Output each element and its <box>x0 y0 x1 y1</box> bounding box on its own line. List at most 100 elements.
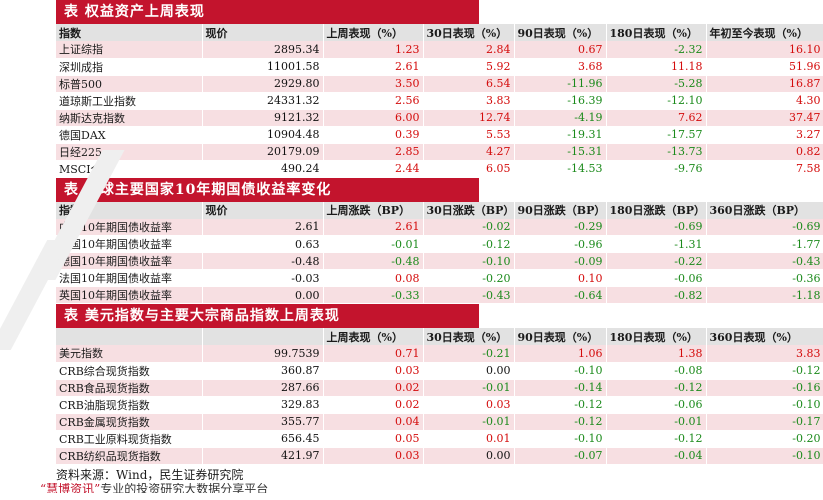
row-label: CRB纺织品现货指数 <box>56 447 203 465</box>
current-value: 329.83 <box>202 396 324 414</box>
footer-brand: “慧博资讯” <box>40 482 101 493</box>
row-label: 德国10年期国债收益率 <box>56 252 203 270</box>
current-value: 355.77 <box>202 413 324 431</box>
change-cell: -0.14 <box>514 379 607 397</box>
table-header-row: 指数 现价 上周涨跌（BP） 30日涨跌（BP） 90日涨跌（BP） 180日涨跌（BP）… <box>56 201 823 219</box>
change-cell: 16.87 <box>706 75 823 93</box>
current-value: 2895.34 <box>202 41 324 59</box>
equity-table: 指数 现价 上周表现（%） 30日表现（%） 90日表现（%） 180日表现（%） 年初至今… <box>56 24 823 178</box>
column-header <box>202 328 324 345</box>
column-header: 现价 <box>202 201 324 219</box>
column-header: 90日表现（%） <box>514 328 607 345</box>
table-row: MSCI全球 490.24 2.44 6.05 -14.53 -9.76 7.58 <box>56 160 823 178</box>
change-cell: -0.12 <box>606 379 707 397</box>
change-cell: -0.36 <box>706 269 823 287</box>
change-cell: 3.83 <box>423 92 515 110</box>
current-value: 360.87 <box>202 362 324 380</box>
column-header: 上周表现（%） <box>323 328 424 345</box>
table-row: 美国10年期国债收益率 0.63 -0.01 -0.12 -0.96 -1.31 -1.77 <box>56 235 823 253</box>
column-header: 上周涨跌（BP） <box>323 201 424 219</box>
change-cell: -0.96 <box>514 235 607 253</box>
change-cell: -1.77 <box>706 235 823 253</box>
table-row: 标普500 2929.80 3.50 6.54 -11.96 -5.28 16.87 <box>56 75 823 93</box>
row-label: 美国10年期国债收益率 <box>56 235 203 253</box>
data-source-note: 资料来源：Wind，民生证券研究院 <box>56 467 244 482</box>
change-cell: 0.01 <box>423 430 515 448</box>
change-cell: 51.96 <box>706 58 823 76</box>
change-cell: -9.76 <box>606 160 707 178</box>
row-label: CRB工业原料现货指数 <box>56 430 203 448</box>
table-row: CRB金属现货指数 355.77 0.04 -0.01 -0.12 -0.01 -0.17 <box>56 413 823 431</box>
current-value: 10904.48 <box>202 126 324 144</box>
column-header: 30日表现（%） <box>423 328 515 345</box>
change-cell: 6.05 <box>423 160 515 178</box>
column-header: 上周表现（%） <box>323 24 424 41</box>
change-cell: 6.54 <box>423 75 515 93</box>
column-header: 30日涨跌（BP） <box>423 201 515 219</box>
current-value: 421.97 <box>202 447 324 465</box>
change-cell: 0.03 <box>323 447 424 465</box>
change-cell: -0.16 <box>706 379 823 397</box>
table-row: CRB油脂现货指数 329.83 0.02 0.03 -0.12 -0.06 -0.10 <box>56 396 823 414</box>
change-cell: -0.02 <box>423 218 515 236</box>
table-row: 德国10年期国债收益率 -0.48 -0.48 -0.10 -0.09 -0.22 -0.4… <box>56 252 823 270</box>
row-label: 日经225 <box>56 143 203 161</box>
change-cell: -0.29 <box>514 218 607 236</box>
change-cell: 11.18 <box>606 58 707 76</box>
change-cell: -0.01 <box>423 379 515 397</box>
change-cell: -16.39 <box>514 92 607 110</box>
change-cell: -0.10 <box>423 252 515 270</box>
change-cell: 6.00 <box>323 109 424 127</box>
change-cell: 3.27 <box>706 126 823 144</box>
change-cell: 1.06 <box>514 345 607 363</box>
current-value: 0.00 <box>202 286 324 304</box>
table-row: CRB工业原料现货指数 656.45 0.05 0.01 -0.10 -0.12 -0.20 <box>56 430 823 448</box>
change-cell: 0.02 <box>323 379 424 397</box>
change-cell: 7.62 <box>606 109 707 127</box>
change-cell: -0.21 <box>423 345 515 363</box>
change-cell: -0.10 <box>706 396 823 414</box>
change-cell: -0.08 <box>606 362 707 380</box>
table-row: 深圳成指 11001.58 2.61 5.92 3.68 11.18 51.96 <box>56 58 823 76</box>
change-cell: 2.61 <box>323 218 424 236</box>
change-cell: -0.12 <box>514 413 607 431</box>
row-label: 标普500 <box>56 75 203 93</box>
footer-text: 专业的投资研究大数据分享平台 <box>100 482 269 493</box>
table-row: 上证综指 2895.34 1.23 2.84 0.67 -2.32 16.10 <box>56 41 823 59</box>
table-row: 英国10年期国债收益率 0.00 -0.33 -0.43 -0.64 -0.82 -1.18 <box>56 286 823 304</box>
change-cell: -0.22 <box>606 252 707 270</box>
current-value: 99.7539 <box>202 345 324 363</box>
column-header: 180日涨跌（BP） <box>606 201 707 219</box>
change-cell: 0.00 <box>423 447 515 465</box>
change-cell: -0.12 <box>706 362 823 380</box>
row-label: 英国10年期国债收益率 <box>56 286 203 304</box>
change-cell: -13.73 <box>606 143 707 161</box>
change-cell: -0.82 <box>606 286 707 304</box>
column-header: 90日涨跌（BP） <box>514 201 607 219</box>
change-cell: 3.50 <box>323 75 424 93</box>
change-cell: 0.04 <box>323 413 424 431</box>
table-row: 纳斯达克指数 9121.32 6.00 12.74 -4.19 7.62 37.47 <box>56 109 823 127</box>
change-cell: 0.08 <box>323 269 424 287</box>
row-label: 道琼斯工业指数 <box>56 92 203 110</box>
change-cell: -0.10 <box>514 430 607 448</box>
change-cell: 0.82 <box>706 143 823 161</box>
change-cell: 0.05 <box>323 430 424 448</box>
change-cell: -1.18 <box>706 286 823 304</box>
change-cell: 0.00 <box>423 362 515 380</box>
change-cell: -0.06 <box>606 269 707 287</box>
change-cell: -5.28 <box>606 75 707 93</box>
change-cell: -0.33 <box>323 286 424 304</box>
change-cell: 7.58 <box>706 160 823 178</box>
change-cell: -0.69 <box>706 218 823 236</box>
change-cell: -2.32 <box>606 41 707 59</box>
change-cell: -0.20 <box>706 430 823 448</box>
column-header: 指数 <box>56 24 203 41</box>
change-cell: 2.44 <box>323 160 424 178</box>
change-cell: -0.43 <box>423 286 515 304</box>
table-row: 日经225 20179.09 2.85 4.27 -15.31 -13.73 0.82 <box>56 143 823 161</box>
change-cell: -17.57 <box>606 126 707 144</box>
current-value: 2929.80 <box>202 75 324 93</box>
change-cell: -0.04 <box>606 447 707 465</box>
column-header: 180日表现（%） <box>606 328 707 345</box>
